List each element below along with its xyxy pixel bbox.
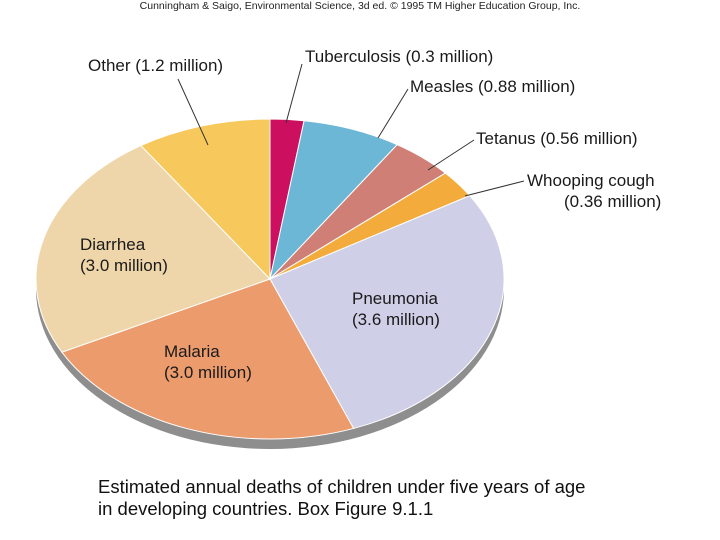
slice-label-whooping-cough: Whooping cough (0.36 million) [527, 171, 661, 211]
pie-slice-malaria [61, 278, 355, 440]
slice-label-pneumonia: Pneumonia (3.6 million) [352, 289, 440, 329]
leader-line-measles [377, 88, 409, 139]
figure-caption: Estimated annual deaths of children unde… [98, 476, 585, 520]
caption-line-2: in developing countries. Box Figure 9.1.… [98, 498, 434, 519]
pie-slices [35, 118, 505, 440]
caption-line-1: Estimated annual deaths of children unde… [98, 476, 586, 497]
leader-line-whooping-cough [464, 180, 525, 197]
pie-labels: Tuberculosis (0.3 million) Measles (0.88 … [80, 47, 661, 382]
leader-line-tetanus [427, 139, 475, 171]
pie-slice-other [140, 118, 271, 281]
pie-leader-lines [177, 63, 525, 197]
slice-label-diarrhea: Diarrhea (3.0 million) [80, 235, 168, 275]
pie-slice-diarrhea [35, 144, 271, 353]
copyright-credit: Cunningham & Saigo, Environmental Scienc… [139, 0, 581, 12]
slice-label-measles: Measles (0.88 million) [410, 77, 575, 96]
leader-line-tuberculosis [285, 63, 303, 124]
slice-label-malaria: Malaria (3.0 million) [164, 342, 252, 382]
slice-label-tuberculosis: Tuberculosis (0.3 million) [305, 47, 493, 66]
slice-label-tetanus: Tetanus (0.56 million) [476, 129, 638, 148]
leader-line-other [177, 78, 209, 146]
slice-label-other: Other (1.2 million) [88, 56, 223, 75]
pie-slice-pneumonia [269, 195, 505, 430]
